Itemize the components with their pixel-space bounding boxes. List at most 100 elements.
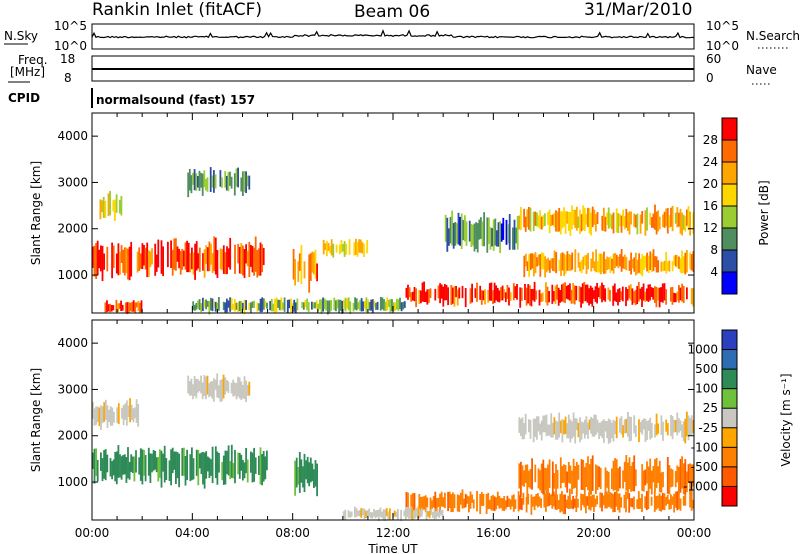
data-cell [528, 254, 530, 277]
data-cell [602, 495, 605, 506]
data-cell [646, 420, 648, 440]
data-cell [545, 468, 548, 495]
nsky-tick-bottom: 10^0 [54, 39, 87, 53]
nsearch-tick-top: 10^5 [706, 19, 739, 33]
data-cell [233, 173, 236, 196]
data-cell [261, 454, 263, 486]
data-cell [647, 420, 650, 431]
data-cell [118, 303, 121, 309]
data-cell [329, 245, 331, 254]
data-cell [476, 282, 478, 302]
data-cell [106, 300, 108, 313]
data-cell [634, 214, 637, 228]
data-cell [363, 301, 366, 309]
data-cell [572, 412, 575, 437]
data-cell [92, 452, 94, 470]
data-cell [666, 423, 669, 436]
data-cell [570, 289, 573, 304]
scatter-region-6 [192, 296, 406, 315]
data-cell [434, 491, 437, 512]
data-cell [200, 452, 203, 475]
freq-tick-top: 18 [60, 52, 75, 66]
data-cell [630, 211, 632, 225]
data-cell [365, 510, 367, 518]
data-cell [520, 206, 522, 231]
data-cell [131, 456, 134, 473]
data-cell [307, 302, 310, 313]
data-cell [189, 454, 192, 482]
data-cell [406, 507, 409, 518]
data-cell [480, 217, 482, 239]
data-cell [544, 213, 546, 226]
data-cell [569, 283, 571, 301]
x-tick-label: 00:00 [75, 526, 110, 540]
data-cell [338, 244, 341, 255]
data-cell [633, 213, 636, 227]
data-cell [349, 511, 351, 518]
data-cell [114, 199, 116, 221]
data-cell [559, 290, 562, 303]
data-cell [479, 494, 482, 515]
data-cell [251, 301, 254, 308]
x-tick-label: 00:00 [677, 526, 712, 540]
data-cell [141, 243, 144, 270]
data-cell [615, 254, 618, 267]
data-cell [464, 493, 467, 508]
data-cell [489, 227, 492, 250]
data-cell [250, 245, 252, 267]
data-cell [636, 213, 639, 235]
data-cell [537, 416, 540, 432]
data-cell [93, 245, 96, 277]
data-cell [258, 248, 260, 276]
data-cell [611, 422, 613, 439]
data-cell [192, 301, 195, 311]
data-cell [424, 495, 427, 513]
data-cell [692, 419, 695, 434]
data-cell [673, 419, 675, 433]
data-cell [203, 452, 206, 489]
data-cell [139, 448, 142, 481]
data-cell [617, 468, 620, 492]
data-cell [229, 297, 231, 312]
data-cell [512, 227, 514, 250]
date-title: 31/Mar/2010 [584, 0, 692, 20]
data-cell [645, 491, 648, 511]
data-cell [577, 464, 580, 480]
colorbar-swatch [722, 466, 737, 487]
data-cell [592, 251, 594, 269]
data-cell [668, 465, 671, 495]
data-cell [606, 470, 608, 488]
data-cell [604, 467, 607, 497]
data-cell [692, 212, 695, 234]
data-cell [526, 209, 529, 228]
data-cell [394, 302, 397, 311]
data-cell [676, 412, 679, 436]
data-cell [504, 292, 507, 303]
data-cell [682, 463, 685, 495]
data-cell [628, 260, 631, 271]
data-cell [253, 447, 255, 482]
data-cell [604, 492, 607, 509]
data-cell [197, 176, 199, 188]
data-cell [210, 297, 212, 311]
data-cell [315, 300, 318, 309]
data-cell [227, 171, 230, 192]
data-cell [171, 249, 174, 276]
data-cell [308, 254, 311, 293]
data-cell [556, 469, 559, 489]
data-cell [232, 379, 235, 397]
data-cell [643, 256, 645, 270]
data-cell [686, 287, 688, 300]
data-cell [474, 288, 477, 298]
data-cell [355, 298, 358, 311]
data-cell [561, 284, 563, 302]
data-cell [92, 246, 94, 268]
data-cell [569, 465, 572, 484]
data-cell [290, 298, 292, 313]
data-cell [559, 211, 562, 235]
data-cell [210, 243, 212, 265]
data-cell [635, 252, 637, 276]
data-cell [519, 287, 522, 308]
data-cell [98, 249, 101, 269]
data-cell [572, 458, 575, 489]
